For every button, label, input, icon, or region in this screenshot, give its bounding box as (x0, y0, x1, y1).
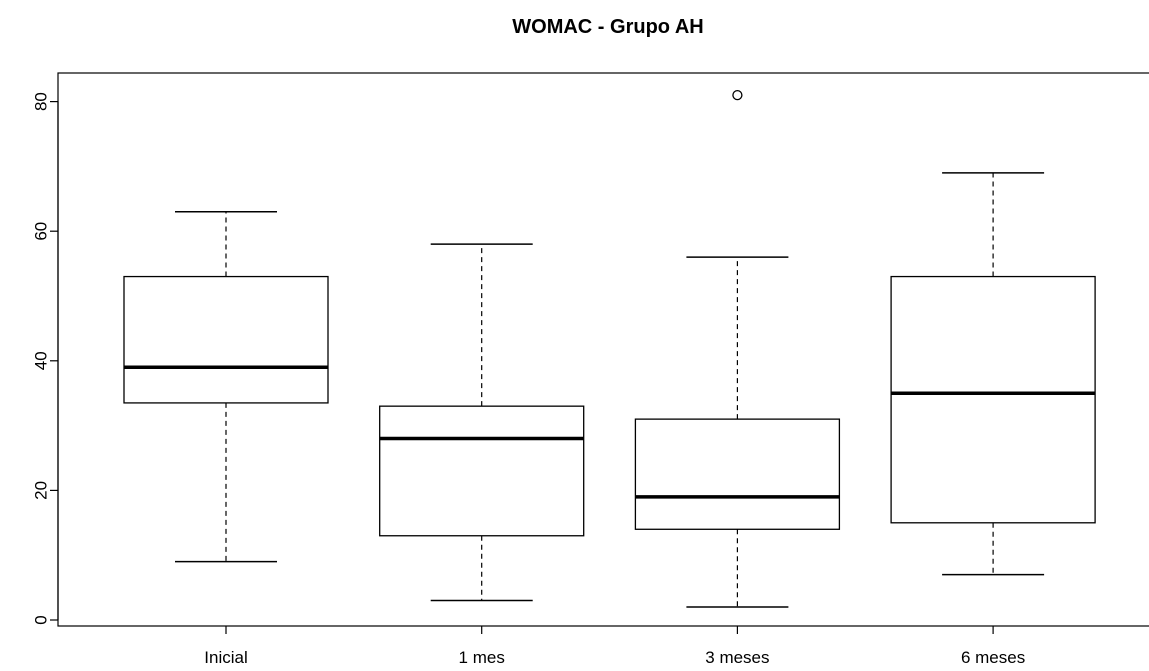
y-tick-label: 0 (32, 615, 51, 624)
box-3-meses (634, 89, 841, 608)
x-tick-label: 6 meses (961, 648, 1025, 667)
y-tick-label: 40 (32, 351, 51, 370)
chart-title: WOMAC - Grupo AH (512, 16, 703, 38)
y-axis: 0 20 40 60 80 (32, 92, 59, 625)
x-axis: Inicial 1 mes 3 meses 6 meses (204, 626, 1025, 667)
outlier-point (732, 89, 743, 101)
iqr-box (123, 275, 329, 404)
iqr-box (634, 418, 841, 530)
box-inicial (123, 211, 329, 563)
iqr-box (379, 405, 585, 537)
x-tick-label: 1 mes (459, 648, 505, 667)
y-tick-label: 60 (32, 222, 51, 241)
y-tick-label: 80 (32, 92, 51, 111)
boxes (123, 89, 1096, 608)
iqr-box (890, 275, 1096, 524)
box-1-mes (379, 243, 585, 602)
x-tick-label: 3 meses (705, 648, 769, 667)
x-tick-label: Inicial (204, 648, 247, 667)
box-6-meses (890, 172, 1096, 576)
y-tick-label: 20 (32, 481, 51, 500)
